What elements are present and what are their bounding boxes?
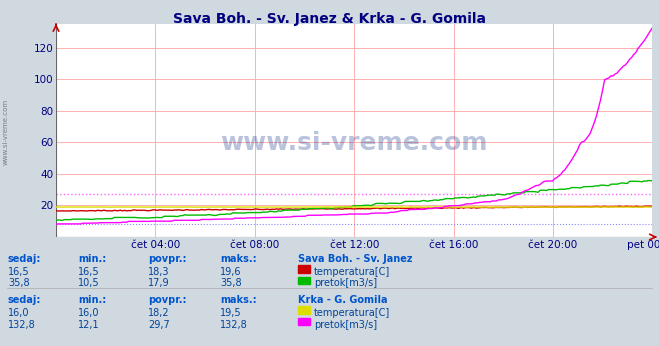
Text: maks.:: maks.: [220, 295, 256, 305]
Text: Sava Boh. - Sv. Janez: Sava Boh. - Sv. Janez [298, 254, 413, 264]
Text: 16,5: 16,5 [8, 267, 30, 277]
Text: 19,5: 19,5 [220, 308, 242, 318]
Bar [298, 277, 310, 284]
Text: 35,8: 35,8 [220, 279, 242, 289]
Text: www.si-vreme.com: www.si-vreme.com [221, 131, 488, 155]
Text: 18,2: 18,2 [148, 308, 169, 318]
Text: 16,5: 16,5 [78, 267, 100, 277]
Bar [298, 318, 310, 325]
Text: sedaj:: sedaj: [8, 254, 42, 264]
Text: 16,0: 16,0 [8, 308, 30, 318]
Text: povpr.:: povpr.: [148, 254, 186, 264]
Text: sedaj:: sedaj: [8, 295, 42, 305]
Bar [298, 265, 310, 273]
Text: temperatura[C]: temperatura[C] [314, 308, 390, 318]
Text: pretok[m3/s]: pretok[m3/s] [314, 279, 377, 289]
Text: maks.:: maks.: [220, 254, 256, 264]
Text: 35,8: 35,8 [8, 279, 30, 289]
Text: 18,3: 18,3 [148, 267, 169, 277]
Text: Sava Boh. - Sv. Janez & Krka - G. Gomila: Sava Boh. - Sv. Janez & Krka - G. Gomila [173, 12, 486, 26]
Text: 12,1: 12,1 [78, 320, 100, 330]
Text: 29,7: 29,7 [148, 320, 170, 330]
Bar [298, 307, 310, 314]
Text: min.:: min.: [78, 295, 106, 305]
Text: 10,5: 10,5 [78, 279, 100, 289]
Text: temperatura[C]: temperatura[C] [314, 267, 390, 277]
Text: Krka - G. Gomila: Krka - G. Gomila [298, 295, 387, 305]
Text: 17,9: 17,9 [148, 279, 169, 289]
Text: povpr.:: povpr.: [148, 295, 186, 305]
Text: 132,8: 132,8 [8, 320, 36, 330]
Text: min.:: min.: [78, 254, 106, 264]
Text: 16,0: 16,0 [78, 308, 100, 318]
Text: 19,6: 19,6 [220, 267, 241, 277]
Text: 132,8: 132,8 [220, 320, 248, 330]
Text: pretok[m3/s]: pretok[m3/s] [314, 320, 377, 330]
Text: www.si-vreme.com: www.si-vreme.com [2, 98, 9, 165]
